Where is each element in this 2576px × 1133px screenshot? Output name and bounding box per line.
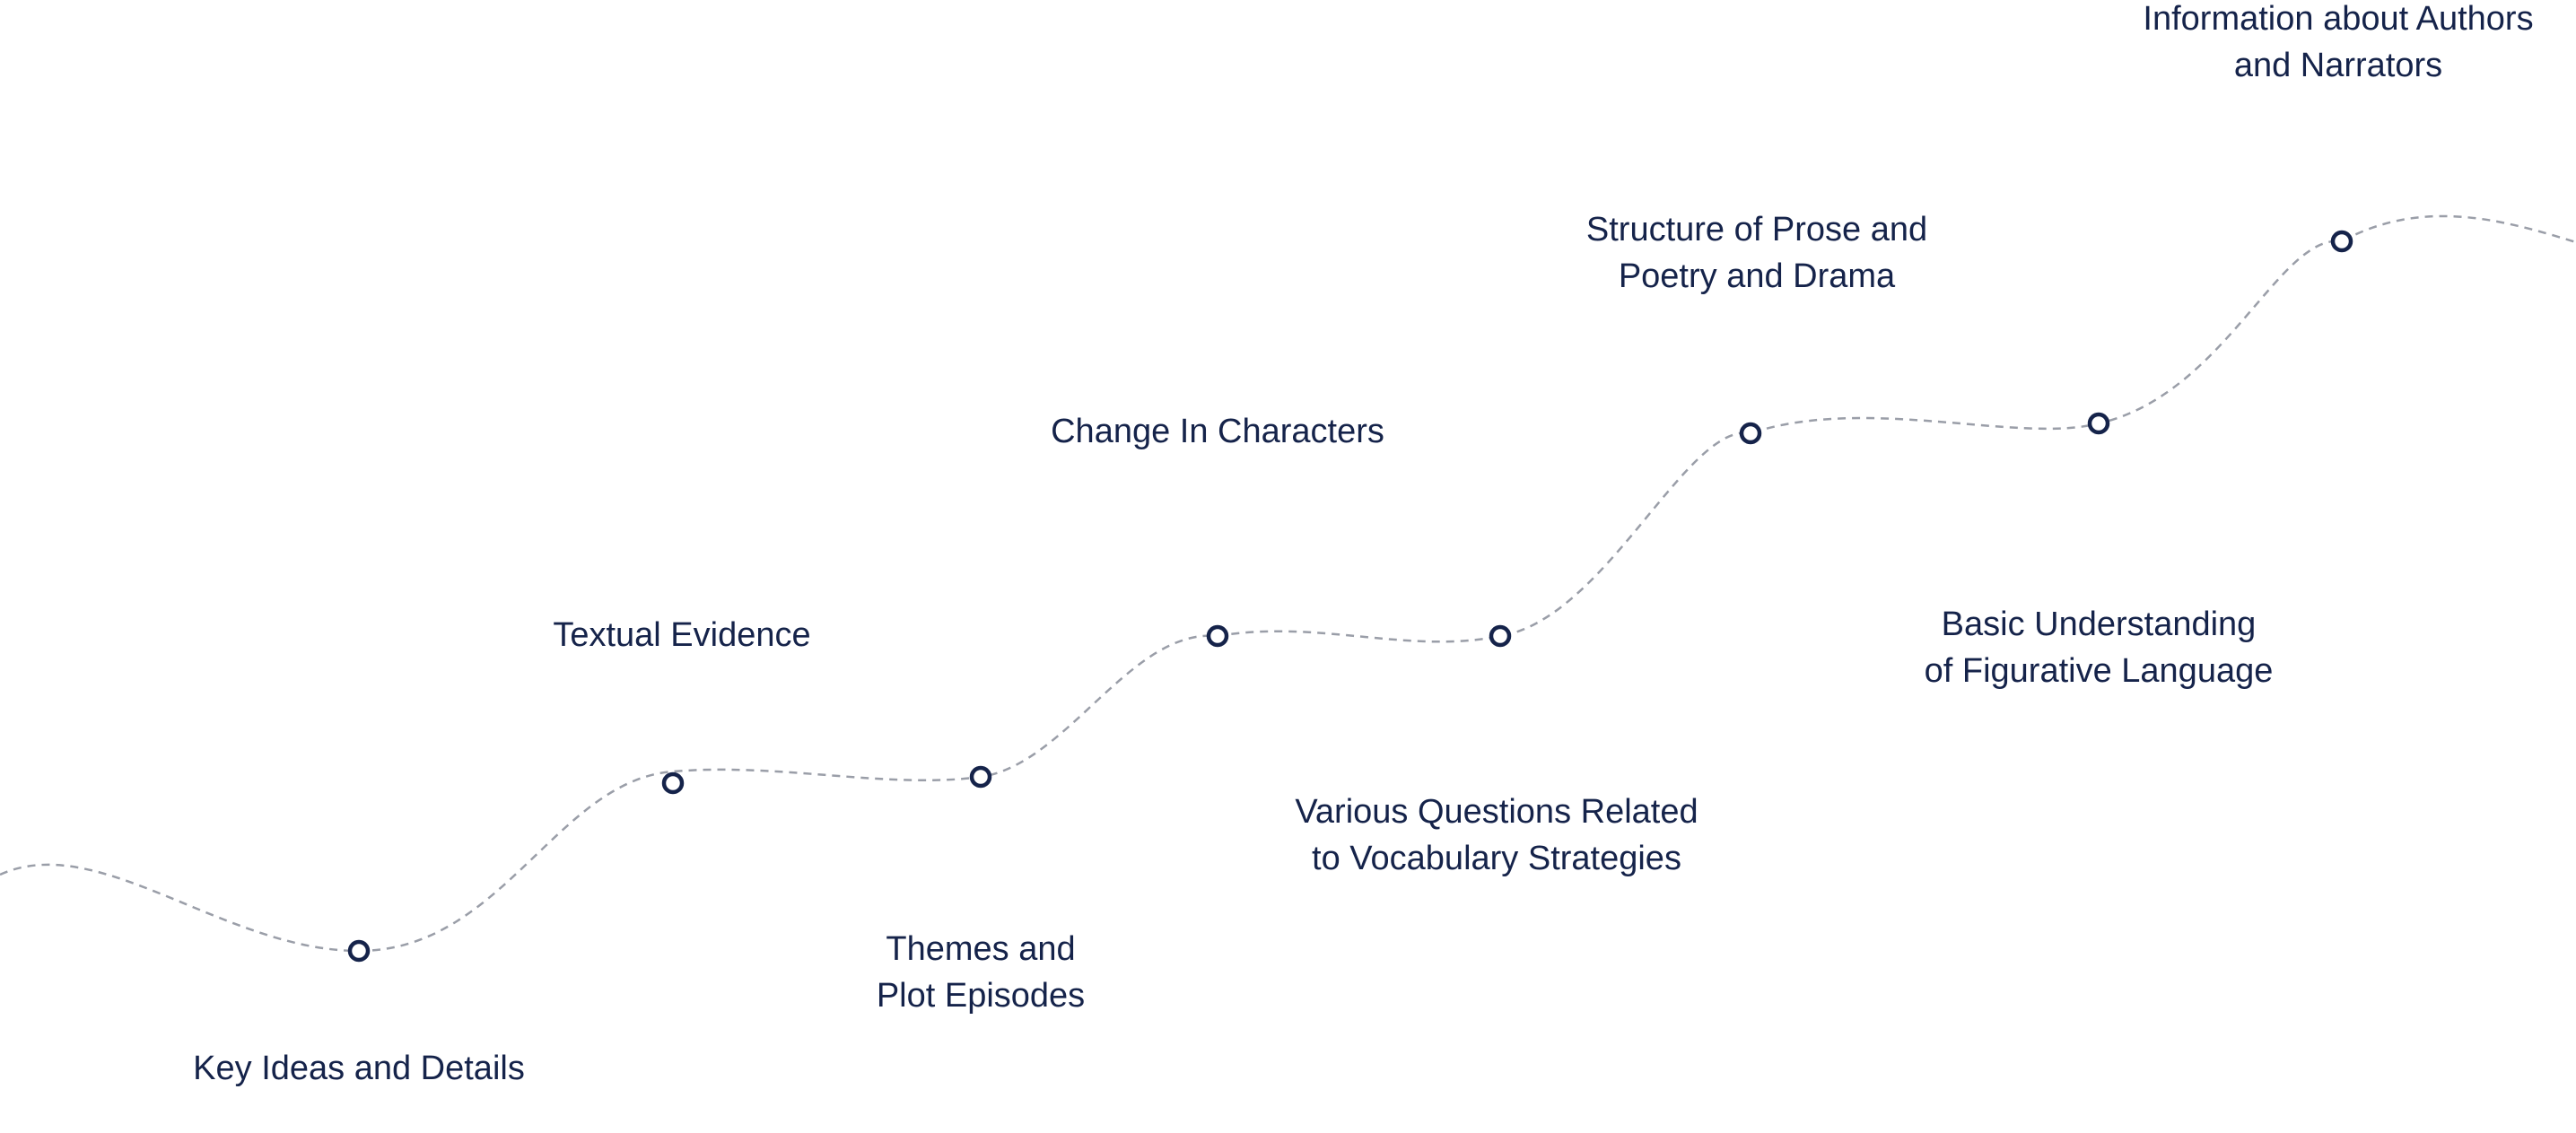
milestone-label-structure: Structure of Prose and Poetry and Drama xyxy=(1586,206,1927,300)
label-line: Structure of Prose and xyxy=(1585,211,1928,248)
milestone-node-structure xyxy=(1739,422,1762,445)
label-line: of Figurative Language xyxy=(1924,652,2274,690)
label-line: Information about Authors xyxy=(2143,0,2534,38)
milestone-node-figurative xyxy=(2087,412,2110,435)
roadmap-path xyxy=(0,214,2576,953)
milestone-label-vocabulary: Various Questions Related to Vocabulary … xyxy=(1295,789,1698,882)
label-line: Change In Characters xyxy=(1051,413,1384,450)
label-line: and Narrators xyxy=(2233,47,2443,84)
milestone-node-themes xyxy=(969,765,992,789)
milestone-node-textual-evidence xyxy=(661,771,685,795)
label-line: Textual Evidence xyxy=(553,616,811,654)
milestone-label-textual-evidence: Textual Evidence xyxy=(553,612,810,658)
milestone-label-figurative: Basic Understanding of Figurative Langua… xyxy=(1925,601,2274,694)
milestone-node-authors xyxy=(2330,230,2353,253)
milestone-label-key-ideas: Key Ideas and Details xyxy=(193,1045,525,1092)
label-line: Key Ideas and Details xyxy=(193,1050,525,1087)
label-line: to Vocabulary Strategies xyxy=(1312,840,1681,877)
milestone-node-key-ideas xyxy=(347,939,371,963)
label-line: Themes and xyxy=(886,930,1076,968)
label-line: Various Questions Related xyxy=(1295,793,1698,831)
milestone-node-change-characters xyxy=(1206,624,1229,648)
milestone-label-authors: Information about Authors and Narrators xyxy=(2143,0,2533,89)
milestone-label-change-characters: Change In Characters xyxy=(1051,408,1384,455)
label-line: Poetry and Drama xyxy=(1618,257,1896,295)
milestone-label-themes: Themes and Plot Episodes xyxy=(877,926,1085,1019)
milestone-node-vocabulary xyxy=(1489,624,1512,648)
label-line: Plot Episodes xyxy=(876,977,1086,1015)
label-line: Basic Understanding xyxy=(1941,606,2257,643)
